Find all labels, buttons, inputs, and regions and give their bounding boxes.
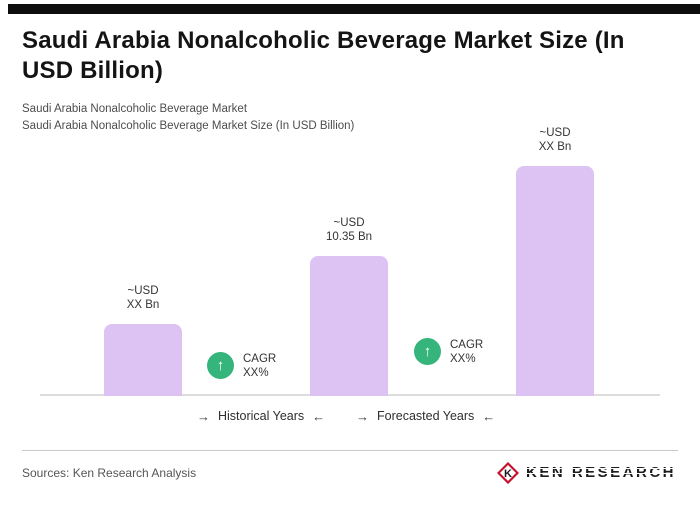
bar-value-label-2: ~USD 10.35 Bn [289,216,409,244]
right-arrow-icon: → [197,408,210,424]
bar-historical [104,323,182,396]
sources-text: Sources: Ken Research Analysis [22,465,197,480]
bar-value-line: ~USD [539,126,571,139]
axis-label-forecasted: → Forecasted Years ← [356,409,495,424]
axis-label-text: Forecasted Years [377,409,475,424]
cagr-label: CAGR XX% [243,352,276,380]
page-title: Saudi Arabia Nonalcoholic Beverage Marke… [22,27,625,85]
bar-value-label-1: ~USD XX Bn [83,284,203,312]
ken-research-logo: K KEN RESEARCH [496,461,679,484]
footer-divider [22,449,678,451]
bar-forecast [516,165,594,396]
bar-middle [310,255,388,396]
bar-value-line: XX Bn [126,298,160,311]
subtitle-line-2: Saudi Arabia Nonalcoholic Beverage Marke… [22,119,355,132]
cagr-label: CAGR XX% [450,338,483,366]
axis-label-text: Historical Years [218,409,305,424]
cagr-annotation-1: ↑ CAGR XX% [207,352,276,380]
slide: Saudi Arabia Nonalcoholic Beverage Marke… [0,4,700,484]
footer: Sources: Ken Research Analysis K KEN RES… [22,461,679,484]
bar-chart: ~USD XX Bn ~USD 10.35 Bn ~USD XX Bn ↑ CA… [0,127,700,396]
cagr-text-line: CAGR [450,338,484,351]
subtitle-line-1: Saudi Arabia Nonalcoholic Beverage Marke… [22,102,248,115]
cagr-text-line: XX% [243,366,269,379]
logo-monogram: K [504,468,512,480]
left-arrow-icon: ← [482,408,496,424]
x-axis-labels: → Historical Years ← → Forecasted Years … [0,396,700,432]
top-accent-bar [8,4,700,14]
cagr-text-line: CAGR [243,352,277,365]
up-arrow-icon: ↑ [207,352,234,380]
cagr-annotation-2: ↑ CAGR XX% [414,338,483,366]
cagr-text-line: XX% [450,352,476,365]
bar-value-line: ~USD [127,284,159,297]
up-arrow-icon: ↑ [414,338,441,366]
bar-value-line: 10.35 Bn [325,230,373,243]
right-arrow-icon: → [356,408,369,424]
bar-value-line: XX Bn [538,140,572,153]
bar-value-label-3: ~USD XX Bn [495,126,615,154]
bar-value-line: ~USD [333,216,365,229]
logo-k-icon: K [496,461,519,484]
left-arrow-icon: ← [312,408,326,424]
axis-label-historical: → Historical Years ← [197,409,325,424]
logo-text: KEN RESEARCH [523,464,679,482]
